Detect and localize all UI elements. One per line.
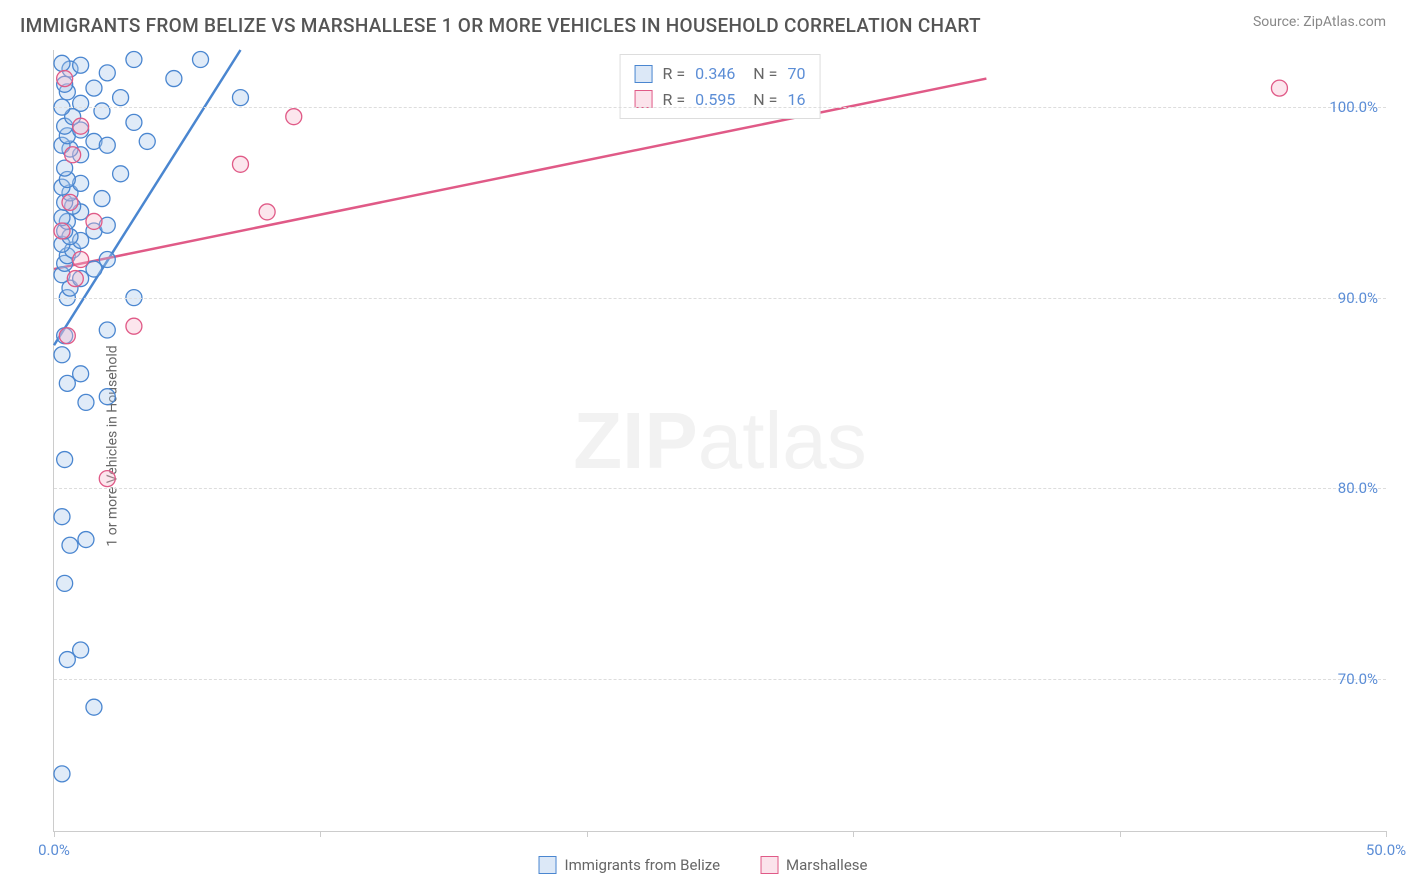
data-point bbox=[94, 191, 110, 207]
data-point bbox=[73, 57, 89, 73]
y-tick-label: 100.0% bbox=[1329, 98, 1378, 116]
legend-item: Immigrants from Belize bbox=[539, 856, 721, 874]
x-tick-label: 50.0% bbox=[1366, 841, 1406, 859]
data-point bbox=[99, 471, 115, 487]
data-point bbox=[139, 133, 155, 149]
legend-item: Marshallese bbox=[760, 856, 867, 874]
data-point bbox=[166, 71, 182, 87]
data-point bbox=[99, 252, 115, 268]
y-tick-label: 90.0% bbox=[1338, 289, 1378, 307]
legend-label: Marshallese bbox=[786, 856, 867, 874]
data-point bbox=[286, 109, 302, 125]
data-point bbox=[73, 642, 89, 658]
legend-swatch bbox=[760, 856, 778, 874]
data-point bbox=[54, 509, 70, 525]
legend-n-value: 70 bbox=[787, 61, 805, 87]
legend-n-label: N = bbox=[745, 87, 777, 113]
data-point bbox=[73, 366, 89, 382]
data-point bbox=[54, 223, 70, 239]
data-point bbox=[113, 90, 129, 106]
y-tick-label: 80.0% bbox=[1338, 479, 1378, 497]
legend-row: R = 0.595 N = 16 bbox=[635, 87, 806, 113]
regression-line bbox=[54, 50, 240, 345]
correlation-legend: R = 0.346 N = 70R = 0.595 N = 16 bbox=[620, 54, 821, 119]
legend-label: Immigrants from Belize bbox=[565, 856, 721, 874]
data-point bbox=[94, 103, 110, 119]
x-tick-mark bbox=[320, 831, 321, 837]
chart-title: IMMIGRANTS FROM BELIZE VS MARSHALLESE 1 … bbox=[20, 14, 981, 37]
legend-swatch bbox=[635, 90, 653, 108]
data-point bbox=[86, 261, 102, 277]
data-point bbox=[78, 532, 94, 548]
y-tick-label: 70.0% bbox=[1338, 670, 1378, 688]
data-point bbox=[57, 71, 73, 87]
source-label: Source: ZipAtlas.com bbox=[1253, 14, 1386, 30]
gridline bbox=[54, 107, 1386, 108]
data-point bbox=[59, 375, 75, 391]
data-point bbox=[57, 452, 73, 468]
x-tick-mark bbox=[587, 831, 588, 837]
legend-r-label: R = bbox=[663, 61, 686, 87]
data-point bbox=[99, 389, 115, 405]
data-point bbox=[59, 328, 75, 344]
data-point bbox=[73, 95, 89, 111]
data-point bbox=[59, 652, 75, 668]
x-tick-mark bbox=[54, 831, 55, 837]
data-point bbox=[78, 394, 94, 410]
scatter-plot-svg bbox=[54, 50, 1386, 831]
chart-plot-area: ZIPatlas R = 0.346 N = 70R = 0.595 N = 1… bbox=[53, 50, 1386, 832]
legend-swatch bbox=[635, 65, 653, 83]
data-point bbox=[126, 114, 142, 130]
data-point bbox=[73, 252, 89, 268]
x-tick-mark bbox=[1386, 831, 1387, 837]
series-legend: Immigrants from Belize Marshallese bbox=[539, 856, 868, 874]
data-point bbox=[259, 204, 275, 220]
gridline bbox=[54, 679, 1386, 680]
data-point bbox=[65, 147, 81, 163]
legend-r-value: 0.595 bbox=[695, 87, 735, 113]
data-point bbox=[99, 137, 115, 153]
gridline bbox=[54, 488, 1386, 489]
data-point bbox=[126, 52, 142, 68]
data-point bbox=[67, 271, 83, 287]
data-point bbox=[86, 699, 102, 715]
legend-r-value: 0.346 bbox=[695, 61, 735, 87]
x-tick-label: 0.0% bbox=[38, 841, 70, 859]
legend-r-label: R = bbox=[663, 87, 686, 113]
x-tick-mark bbox=[1120, 831, 1121, 837]
data-point bbox=[99, 65, 115, 81]
data-point bbox=[113, 166, 129, 182]
data-point bbox=[73, 118, 89, 134]
data-point bbox=[193, 52, 209, 68]
legend-n-label: N = bbox=[745, 61, 777, 87]
legend-row: R = 0.346 N = 70 bbox=[635, 61, 806, 87]
data-point bbox=[62, 537, 78, 553]
data-point bbox=[57, 575, 73, 591]
x-tick-mark bbox=[853, 831, 854, 837]
data-point bbox=[99, 322, 115, 338]
legend-swatch bbox=[539, 856, 557, 874]
data-point bbox=[232, 156, 248, 172]
data-point bbox=[1271, 80, 1287, 96]
data-point bbox=[126, 318, 142, 334]
data-point bbox=[54, 347, 70, 363]
data-point bbox=[86, 213, 102, 229]
data-point bbox=[86, 80, 102, 96]
gridline bbox=[54, 298, 1386, 299]
data-point bbox=[62, 194, 78, 210]
data-point bbox=[54, 766, 70, 782]
data-point bbox=[232, 90, 248, 106]
legend-n-value: 16 bbox=[787, 87, 805, 113]
data-point bbox=[54, 55, 70, 71]
